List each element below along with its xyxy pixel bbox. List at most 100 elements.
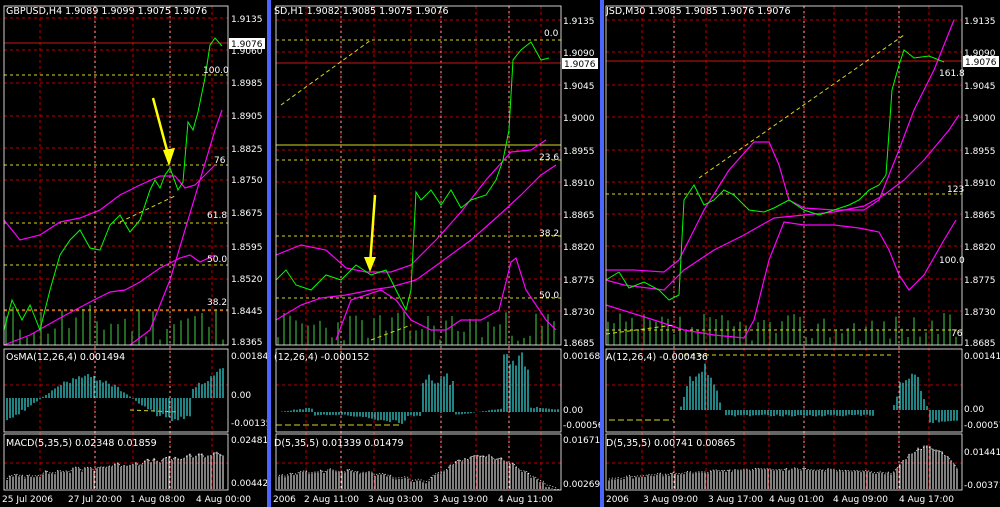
chart-title: GBPUSD,H4 1.9089 1.9099 1.9075 1.9076 bbox=[6, 6, 207, 17]
trend-line bbox=[370, 324, 412, 341]
osma-tick: 0.00141 bbox=[964, 352, 1000, 362]
price-tick: 1.8520 bbox=[231, 275, 263, 285]
chart-svg-h4: GBPUSD,H4 1.9089 1.9099 1.9075 1.9076 Os… bbox=[2, 5, 267, 505]
price-tick: 1.9000 bbox=[964, 114, 996, 124]
macd-tick: 0.01441 bbox=[964, 448, 1000, 458]
time-label: 4 Aug 00:00 bbox=[196, 495, 251, 505]
time-label: 3 Aug 17:00 bbox=[708, 495, 763, 505]
panel-frame bbox=[3, 5, 229, 346]
price-tick: 1.8775 bbox=[964, 276, 996, 286]
osma-title: OsMA(12,26,4) 0.001494 bbox=[6, 352, 125, 363]
osma-tick: -0.00056 bbox=[563, 421, 600, 431]
osma-tick: 0.00 bbox=[563, 406, 583, 416]
moving-average-line bbox=[605, 114, 960, 291]
fib-label: 38.2 bbox=[539, 229, 559, 239]
price-tick: 1.8775 bbox=[563, 276, 595, 286]
moving-average-line bbox=[335, 256, 557, 341]
chart-window-h1[interactable]: SD,H1 1.9082 1.9085 1.9075 1.9076 (12,26… bbox=[271, 0, 600, 507]
price-line bbox=[275, 41, 550, 312]
fib-label: 100.0 bbox=[203, 66, 229, 76]
chart-window-m30[interactable]: JSD,M30 1.9085 1.9085 1.9076 1.9076 A(12… bbox=[604, 0, 1000, 507]
fib-label: 100.0 bbox=[939, 256, 965, 266]
chart-svg-m30: JSD,M30 1.9085 1.9085 1.9076 1.9076 A(12… bbox=[605, 5, 1000, 505]
moving-average-line bbox=[275, 139, 547, 273]
window-separator[interactable] bbox=[600, 0, 604, 507]
fib-label: 50.0 bbox=[539, 291, 559, 301]
fib-label: 50.0 bbox=[207, 255, 227, 265]
chart-window-h4[interactable]: GBPUSD,H4 1.9089 1.9099 1.9075 1.9076 Os… bbox=[0, 0, 267, 507]
osma-tick: 0.001845 bbox=[231, 352, 267, 362]
price-tick: 1.9135 bbox=[231, 15, 263, 25]
panel-frame bbox=[605, 5, 963, 346]
moving-average-line bbox=[606, 19, 955, 273]
osma-tick: 0.001682 bbox=[563, 352, 600, 362]
trend-line bbox=[605, 324, 675, 335]
panel-frame bbox=[3, 433, 229, 491]
macd-tick: 0.00269 bbox=[563, 480, 600, 490]
osma-tick: -0.00135 bbox=[231, 419, 267, 429]
price-tick: 1.8905 bbox=[231, 112, 263, 122]
panel-frame bbox=[275, 433, 562, 491]
price-tick: 1.8750 bbox=[231, 176, 263, 186]
price-tick: 1.8730 bbox=[563, 308, 595, 318]
time-label: 3 Aug 09:00 bbox=[643, 495, 698, 505]
osma-tick: 0.00 bbox=[231, 391, 251, 401]
fib-label: 0.0 bbox=[544, 29, 559, 39]
chart-title: JSD,M30 1.9085 1.9085 1.9076 1.9076 bbox=[605, 6, 791, 17]
time-label: 4 Aug 17:00 bbox=[899, 495, 954, 505]
price-tick: 1.8985 bbox=[231, 79, 263, 89]
window-separator[interactable] bbox=[267, 0, 271, 507]
time-label: 27 Jul 20:00 bbox=[68, 495, 122, 505]
macd-tick: 0.02481 bbox=[231, 436, 267, 446]
current-price-label: 1.9076 bbox=[231, 40, 263, 50]
time-label: 3 Aug 03:00 bbox=[368, 495, 423, 505]
current-price-label: 1.9076 bbox=[965, 58, 997, 68]
macd-signal-line bbox=[6, 452, 224, 479]
time-label: 25 Jul 2006 bbox=[2, 495, 53, 505]
fib-label: 123 bbox=[947, 185, 964, 195]
price-tick: 1.8365 bbox=[231, 338, 263, 348]
price-line bbox=[605, 49, 945, 301]
price-tick: 1.9045 bbox=[964, 82, 996, 92]
price-tick: 1.9135 bbox=[964, 17, 996, 27]
time-label: 2006 bbox=[273, 495, 296, 505]
time-label: 4 Aug 01:00 bbox=[769, 495, 824, 505]
price-tick: 1.8820 bbox=[563, 243, 595, 253]
price-tick: 1.8445 bbox=[231, 307, 263, 317]
price-tick: 1.9000 bbox=[563, 114, 595, 124]
current-price-box bbox=[229, 38, 265, 49]
macd-tick: 0.01671 bbox=[563, 436, 600, 446]
trend-line bbox=[280, 39, 372, 106]
trend-line bbox=[119, 195, 176, 223]
price-tick: 1.9045 bbox=[563, 82, 595, 92]
price-tick: 1.8955 bbox=[964, 147, 996, 157]
current-price-box bbox=[963, 56, 999, 67]
price-tick: 1.8730 bbox=[964, 308, 996, 318]
fib-label: 38.2 bbox=[207, 298, 227, 308]
price-tick: 1.8865 bbox=[964, 211, 996, 221]
osma-title: A(12,26,4) -0.000436 bbox=[606, 352, 708, 363]
macd-title: MACD(5,35,5) 0.02348 0.01859 bbox=[6, 438, 157, 449]
price-line bbox=[3, 37, 223, 332]
price-tick: 1.8685 bbox=[563, 339, 595, 349]
macd-tick: 0.00442 bbox=[231, 479, 267, 489]
fib-label: 76 bbox=[951, 329, 963, 339]
time-label: 4 Aug 11:00 bbox=[498, 495, 553, 505]
time-label: 2006 bbox=[606, 495, 629, 505]
current-price-label: 1.9076 bbox=[564, 60, 596, 70]
osma-tick: 0.00 bbox=[964, 405, 984, 415]
macd-title: D(5,35,5) 0.00741 0.00865 bbox=[606, 438, 736, 449]
price-tick: 1.9135 bbox=[563, 17, 595, 27]
price-tick: 1.8910 bbox=[563, 179, 595, 189]
price-tick: 1.9090 bbox=[563, 49, 595, 59]
fib-label: 76 bbox=[214, 156, 226, 166]
price-tick: 1.8910 bbox=[964, 179, 996, 189]
chart-svg-h1: SD,H1 1.9082 1.9085 1.9075 1.9076 (12,26… bbox=[273, 5, 600, 505]
price-tick: 1.9060 bbox=[231, 47, 263, 57]
moving-average-line bbox=[129, 109, 223, 346]
moving-average-line bbox=[275, 164, 557, 321]
price-tick: 1.9090 bbox=[964, 49, 996, 59]
panel-frame bbox=[275, 5, 562, 346]
moving-average-line bbox=[3, 164, 216, 241]
time-label: 1 Aug 08:00 bbox=[130, 495, 185, 505]
